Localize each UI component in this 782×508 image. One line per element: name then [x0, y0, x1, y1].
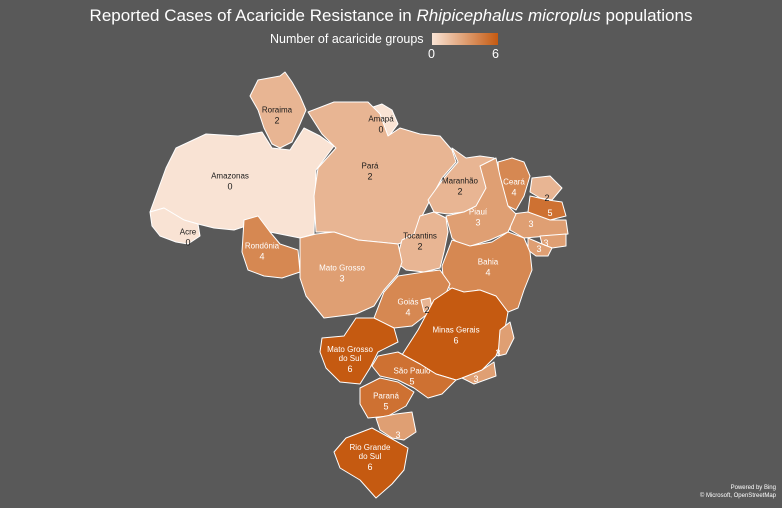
state-value-acre: 0 — [185, 238, 190, 248]
legend-gradient-bar — [432, 33, 498, 45]
state-pe — [509, 211, 569, 239]
title-suffix: populations — [600, 6, 693, 25]
state-value-minas-gerais: 6 — [453, 336, 458, 346]
state-value-sc: 3 — [395, 430, 400, 440]
state-mato-grosso — [299, 231, 403, 319]
state-sc — [375, 411, 417, 441]
state-value-tocantins: 2 — [417, 242, 422, 252]
legend-title: Number of acaricide groups — [270, 32, 424, 46]
state-rio-grande-do-sul — [333, 427, 409, 499]
title-prefix: Reported Cases of Acaricide Resistance i… — [89, 6, 417, 25]
state-label-parana: Paraná — [373, 392, 399, 401]
state-piaui — [445, 157, 517, 249]
state-value-amapa: 0 — [378, 125, 383, 135]
state-label-para: Pará — [362, 162, 379, 171]
state-value-maranhao: 2 — [457, 187, 462, 197]
state-rj — [461, 361, 497, 385]
state-value-se: 3 — [536, 244, 541, 254]
state-label-mato-grosso-do-sul: do Sul — [339, 354, 362, 363]
state-value-df: 2 — [424, 305, 429, 315]
state-value-rj: 3 — [473, 374, 478, 384]
state-value-mato-grosso: 3 — [339, 274, 344, 284]
map-title: Reported Cases of Acaricide Resistance i… — [0, 6, 782, 26]
state-value-rn: 2 — [544, 193, 549, 203]
legend-max-label: 6 — [492, 47, 499, 61]
state-sao-paulo — [371, 351, 457, 399]
title-species: Rhipicephalus microplus — [416, 6, 601, 25]
state-value-roraima: 2 — [274, 116, 279, 126]
state-value-amazonas: 0 — [227, 182, 232, 192]
state-label-roraima: Roraima — [262, 106, 293, 115]
state-label-acre: Acre — [180, 228, 197, 237]
state-value-goias: 4 — [405, 308, 410, 318]
state-roraima — [249, 71, 307, 149]
state-label-tocantins: Tocantins — [403, 232, 437, 241]
state-value-para: 2 — [367, 172, 372, 182]
state-value-es: 3 — [495, 348, 500, 358]
state-value-rio-grande-do-sul: 6 — [367, 462, 372, 472]
state-es — [497, 321, 515, 357]
state-value-ceara: 4 — [511, 188, 516, 198]
state-value-pb: 5 — [547, 208, 552, 218]
state-label-amazonas: Amazonas — [211, 172, 249, 181]
state-label-rondonia: Rondônia — [245, 242, 280, 251]
state-value-sao-paulo: 5 — [409, 377, 414, 387]
state-al — [539, 233, 567, 249]
state-value-parana: 5 — [383, 402, 388, 412]
state-mato-grosso-do-sul — [319, 317, 399, 385]
state-label-maranhao: Maranhão — [442, 177, 479, 186]
state-value-bahia: 4 — [485, 268, 490, 278]
legend-min-label: 0 — [428, 47, 435, 61]
state-tocantins — [395, 211, 449, 273]
state-label-mato-grosso: Mato Grosso — [319, 264, 365, 273]
state-value-rondonia: 4 — [259, 252, 264, 262]
state-parana — [359, 377, 415, 419]
state-label-ceara: Ceará — [503, 178, 525, 187]
state-value-mato-grosso-do-sul: 6 — [347, 364, 352, 374]
state-value-al: 3 — [543, 238, 548, 248]
state-label-sao-paulo: São Paulo — [394, 367, 431, 376]
state-label-goias: Goiás — [398, 298, 419, 307]
state-label-minas-gerais: Minas Gerais — [432, 326, 479, 335]
state-rn — [529, 175, 563, 201]
state-value-pe: 3 — [528, 219, 533, 229]
credit-line-2: © Microsoft, OpenStreetMap — [699, 493, 776, 499]
state-acre — [149, 207, 201, 245]
state-label-piaui: Piauí — [469, 208, 488, 217]
state-label-rio-grande-do-sul: Rio Grande — [350, 443, 391, 452]
state-value-piaui: 3 — [475, 218, 480, 228]
state-label-mato-grosso-do-sul: Mato Grosso — [327, 345, 373, 354]
state-label-bahia: Bahia — [478, 258, 499, 267]
map-credit: Powered by Bing © Microsoft, OpenStreetM… — [700, 484, 776, 500]
credit-line-1: Powered by Bing — [730, 485, 776, 491]
state-label-rio-grande-do-sul: do Sul — [359, 452, 382, 461]
state-label-amapa: Amapá — [368, 115, 394, 124]
